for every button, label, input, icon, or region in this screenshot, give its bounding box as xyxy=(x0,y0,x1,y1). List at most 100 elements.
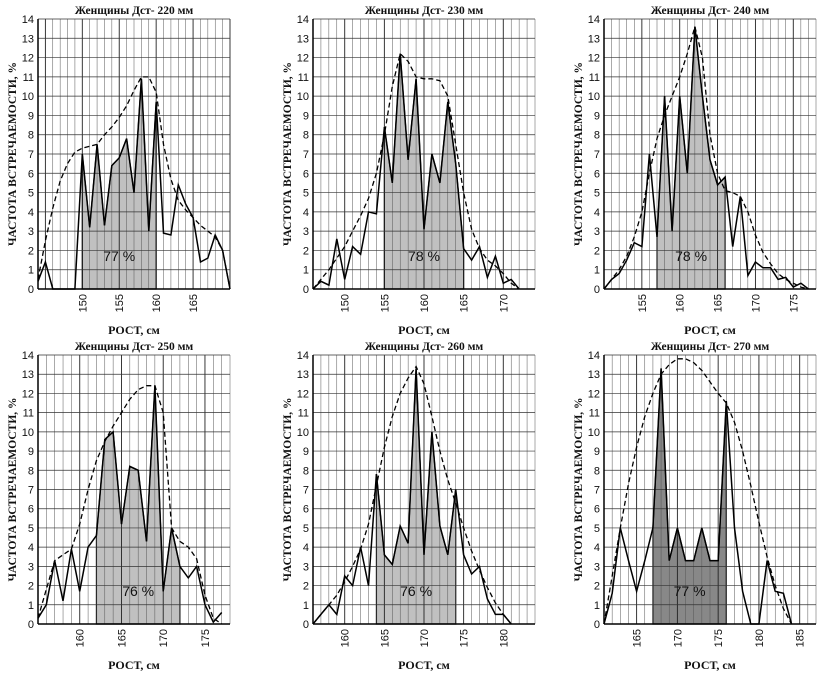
x-tick-label: 150 xyxy=(340,294,352,312)
y-tick-label: 0 xyxy=(303,619,309,631)
y-tick-label: 11 xyxy=(589,408,600,420)
percent-annotation: 77 % xyxy=(103,248,135,264)
y-tick-label: 11 xyxy=(23,72,34,84)
y-tick-label: 7 xyxy=(303,149,309,161)
frequency-line xyxy=(603,368,793,625)
chart-title: Женщины Дст- 250 мм xyxy=(75,341,194,353)
chart-title: Женщины Дст- 270 мм xyxy=(651,341,770,353)
x-axis-label: РОСТ, см xyxy=(684,323,736,337)
envelope-line xyxy=(37,385,223,625)
y-tick-label: 6 xyxy=(594,168,600,180)
x-tick-label: 175 xyxy=(713,629,725,647)
envelope-line xyxy=(37,76,231,290)
y-tick-label: 9 xyxy=(594,446,600,458)
y-tick-label: 10 xyxy=(22,427,34,439)
y-tick-label: 10 xyxy=(297,91,309,103)
y-tick-label: 14 xyxy=(297,14,309,26)
percent-annotation: 77 % xyxy=(674,583,706,599)
x-tick-label: 185 xyxy=(795,629,807,647)
y-tick-label: 7 xyxy=(28,485,34,497)
y-tick-label: 5 xyxy=(303,188,309,200)
y-tick-label: 8 xyxy=(28,465,34,477)
y-tick-label: 0 xyxy=(594,619,600,631)
x-axis-label: РОСТ, см xyxy=(684,658,736,672)
y-axis-label: ЧАСТОТА ВСТРЕЧАЕМОСТИ, % xyxy=(573,62,585,246)
chart-title: Женщины Дст- 240 мм xyxy=(651,5,770,17)
y-axis-label: ЧАСТОТА ВСТРЕЧАЕМОСТИ, % xyxy=(573,397,585,581)
x-tick-label: 180 xyxy=(498,629,510,647)
y-tick-label: 8 xyxy=(594,130,600,142)
y-tick-label: 9 xyxy=(303,446,309,458)
y-tick-label: 8 xyxy=(303,465,309,477)
y-tick-label: 7 xyxy=(303,485,309,497)
y-tick-label: 0 xyxy=(28,619,34,631)
frequency-line xyxy=(603,26,809,290)
y-tick-label: 1 xyxy=(594,600,600,612)
x-axis-label: РОСТ, см xyxy=(398,658,450,672)
y-axis-label: ЧАСТОТА ВСТРЕЧАЕМОСТИ, % xyxy=(7,62,19,246)
x-tick-label: 165 xyxy=(713,294,725,312)
y-tick-label: 12 xyxy=(297,53,309,65)
y-tick-label: 14 xyxy=(588,14,600,26)
frequency-line xyxy=(312,53,520,290)
y-tick-label: 10 xyxy=(297,427,309,439)
x-tick-label: 170 xyxy=(498,294,510,312)
x-axis-label: РОСТ, см xyxy=(108,323,160,337)
x-tick-label: 175 xyxy=(459,629,471,647)
x-tick-label: 175 xyxy=(200,629,212,647)
y-tick-label: 3 xyxy=(28,226,34,238)
y-tick-label: 2 xyxy=(28,245,34,257)
envelope-line xyxy=(312,52,520,290)
y-tick-label: 6 xyxy=(303,168,309,180)
percent-annotation: 78 % xyxy=(675,248,707,264)
y-tick-label: 0 xyxy=(303,284,309,296)
frequency-line xyxy=(37,385,223,624)
x-tick-label: 170 xyxy=(672,629,684,647)
x-tick-label: 170 xyxy=(158,629,170,647)
x-tick-label: 155 xyxy=(114,294,126,312)
x-tick-label: 175 xyxy=(788,294,800,312)
y-tick-label: 13 xyxy=(22,33,34,45)
y-tick-label: 2 xyxy=(303,581,309,593)
x-tick-label: 155 xyxy=(379,294,391,312)
x-tick-label: 160 xyxy=(340,629,352,647)
y-tick-label: 5 xyxy=(594,523,600,535)
x-tick-label: 165 xyxy=(379,629,391,647)
y-tick-label: 4 xyxy=(303,542,309,554)
y-tick-label: 13 xyxy=(588,33,600,45)
y-tick-label: 9 xyxy=(594,110,600,122)
envelope-line xyxy=(312,365,512,625)
y-tick-label: 11 xyxy=(23,408,34,420)
y-tick-label: 3 xyxy=(28,561,34,573)
y-tick-label: 10 xyxy=(588,427,600,439)
x-tick-label: 165 xyxy=(632,629,644,647)
y-tick-label: 10 xyxy=(588,91,600,103)
y-tick-label: 13 xyxy=(22,369,34,381)
y-tick-label: 8 xyxy=(594,465,600,477)
y-tick-label: 4 xyxy=(303,207,309,219)
y-tick-label: 2 xyxy=(594,245,600,257)
x-tick-label: 165 xyxy=(116,629,128,647)
percent-annotation: 78 % xyxy=(408,248,440,264)
y-tick-label: 4 xyxy=(594,542,600,554)
x-tick-label: 165 xyxy=(188,294,200,312)
x-axis-label: РОСТ, см xyxy=(398,323,450,337)
y-tick-label: 7 xyxy=(28,149,34,161)
y-tick-label: 12 xyxy=(588,53,600,65)
y-tick-label: 13 xyxy=(588,369,600,381)
y-tick-label: 6 xyxy=(303,504,309,516)
x-tick-label: 160 xyxy=(675,294,687,312)
y-tick-label: 2 xyxy=(28,581,34,593)
y-tick-label: 3 xyxy=(303,561,309,573)
y-tick-label: 1 xyxy=(303,265,309,277)
y-tick-label: 6 xyxy=(28,168,34,180)
y-tick-label: 1 xyxy=(28,600,34,612)
y-tick-label: 1 xyxy=(28,265,34,277)
y-tick-label: 8 xyxy=(303,130,309,142)
y-tick-label: 4 xyxy=(594,207,600,219)
